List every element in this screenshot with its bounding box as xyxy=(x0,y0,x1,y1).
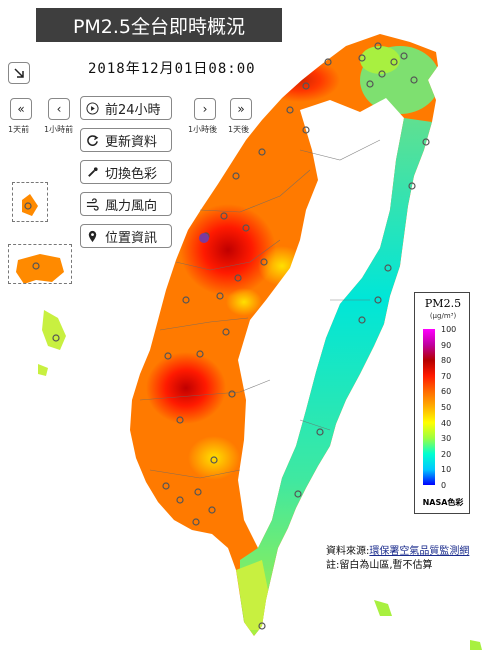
wind-icon xyxy=(86,197,99,211)
legend-tick: 90 xyxy=(441,341,452,350)
page-title: PM2.5全台即時概況 xyxy=(36,8,282,42)
matsu-inset xyxy=(12,182,48,222)
refresh-icon xyxy=(86,134,98,146)
data-source-prefix: 資料來源: xyxy=(326,546,370,557)
eyedropper-icon xyxy=(87,166,98,177)
double-chevron-left-icon: « xyxy=(17,102,25,116)
chevron-left-icon: ‹ xyxy=(56,102,62,116)
legend-tick: 100 xyxy=(441,325,457,334)
data-source-note: 資料來源:環保署空氣品質監測網 xyxy=(326,542,469,557)
next-hour-button[interactable]: › xyxy=(194,98,216,120)
legend-tick: 20 xyxy=(441,450,452,459)
play-icon xyxy=(85,101,99,115)
wind-label: 風力風向 xyxy=(105,198,158,214)
legend-tick: 70 xyxy=(441,372,452,381)
next-day-button[interactable]: » xyxy=(230,98,252,120)
double-chevron-right-icon: » xyxy=(237,102,245,116)
legend-tick: 30 xyxy=(441,434,452,443)
location-label: 位置資訊 xyxy=(105,230,158,246)
data-source-link[interactable]: 環保署空氣品質監測網 xyxy=(369,546,470,557)
legend-tick: 10 xyxy=(441,465,452,474)
remark-note: 註:留白為山區,暫不估算 xyxy=(326,560,433,571)
wind-button[interactable]: 風力風向 xyxy=(80,192,172,216)
prev-day-button[interactable]: « xyxy=(10,98,32,120)
legend-unit: (μg/m³) xyxy=(429,312,457,320)
prev-day-caption: 1天前 xyxy=(8,125,30,134)
kinmen-inset xyxy=(8,244,72,284)
legend-title: PM2.5 xyxy=(424,297,462,310)
legend-tick: 0 xyxy=(441,481,447,490)
play-24h-button[interactable]: 前24小時 xyxy=(80,96,172,120)
chevron-right-icon: › xyxy=(202,102,208,116)
legend-tick: 80 xyxy=(441,356,452,365)
map-pin-icon xyxy=(88,230,96,242)
legend-color-scale xyxy=(423,329,435,485)
pm25-legend: PM2.5 (μg/m³) 100 90 80 70 60 50 40 30 2… xyxy=(414,292,470,514)
prev-hour-button[interactable]: ‹ xyxy=(48,98,70,120)
legend-tick: 60 xyxy=(441,387,452,396)
prev-hour-caption: 1小時前 xyxy=(44,125,74,134)
legend-tick: 40 xyxy=(441,419,452,428)
refresh-label: 更新資料 xyxy=(105,134,158,150)
refresh-button[interactable]: 更新資料 xyxy=(80,128,172,152)
legend-footer: NASA色彩 xyxy=(422,498,464,507)
switch-color-button[interactable]: 切換色彩 xyxy=(80,160,172,184)
arrow-down-right-icon xyxy=(14,68,24,78)
legend-tick: 50 xyxy=(441,403,452,412)
location-button[interactable]: 位置資訊 xyxy=(80,224,172,248)
next-day-caption: 1天後 xyxy=(228,125,250,134)
play-24h-label: 前24小時 xyxy=(105,102,161,118)
switch-color-label: 切換色彩 xyxy=(105,166,158,182)
next-hour-caption: 1小時後 xyxy=(188,125,218,134)
datetime-display: 2018年12月01日08:00 xyxy=(88,61,256,77)
collapse-button[interactable] xyxy=(8,62,30,84)
